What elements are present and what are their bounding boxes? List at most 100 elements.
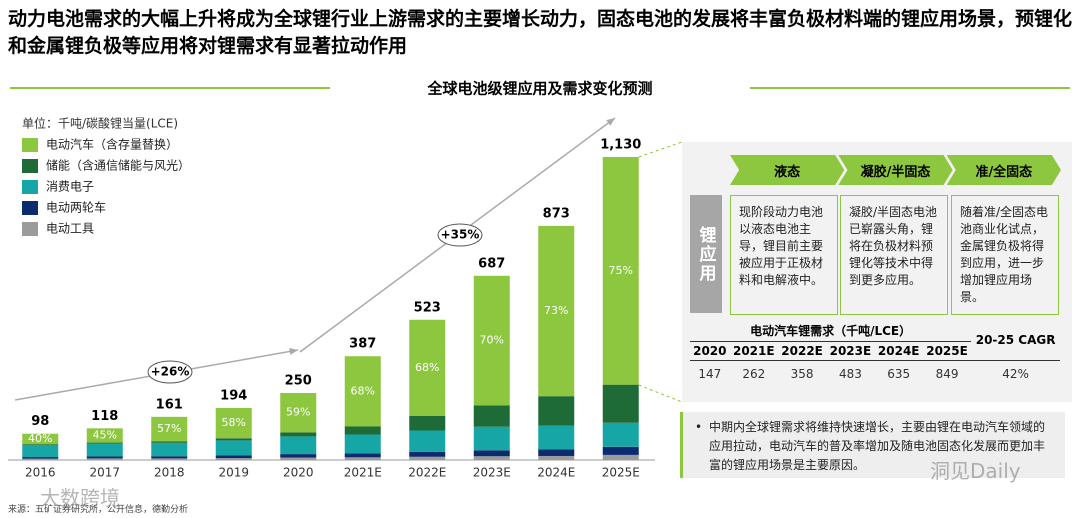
stages: 液态 凝胶/半固态 准/全固态 (730, 155, 1061, 185)
watermark: 洞见Daily (930, 459, 1021, 483)
bar-segment (22, 444, 59, 445)
total-label: 387 (349, 337, 376, 352)
share-label: 58% (222, 416, 246, 429)
bar-segment (215, 455, 252, 459)
bar-segment (151, 456, 188, 459)
stage-text: 凝胶/半固态电池已崭露头角，锂将在负极材料预锂化等技术中得到更多应用。 (840, 195, 948, 315)
legend-swatch (22, 180, 38, 194)
x-tick-label: 2020 (283, 466, 314, 480)
bar-segment (215, 438, 252, 441)
bar-segment (215, 458, 252, 460)
bar-segment (538, 396, 575, 426)
x-tick-label: 2019 (218, 466, 249, 480)
legend-swatch (22, 138, 38, 152)
total-label: 118 (91, 409, 118, 424)
bar-segment (280, 457, 317, 460)
annotation-oval (147, 360, 193, 384)
bar-segment (344, 434, 381, 454)
bar-segment (538, 455, 575, 460)
share-label: 68% (415, 361, 439, 374)
bar-segment (602, 454, 639, 460)
share-label: 40% (28, 432, 52, 445)
bar-segment (151, 442, 188, 457)
legend-label: 消费电子 (46, 180, 94, 194)
banner-bg (330, 76, 750, 100)
table-cell: 262 (742, 367, 766, 381)
bar-segment (602, 384, 639, 423)
x-tick-label: 2022E (408, 466, 446, 480)
legend-label: 储能（含通信储能与风光） (46, 158, 190, 173)
bar-segment (473, 450, 510, 457)
legend-swatch (22, 201, 38, 215)
legend-label: 电动汽车（含存量替换） (46, 137, 178, 152)
arrow-head (606, 118, 615, 126)
table-header: 2025E (926, 344, 968, 358)
panel-background (682, 142, 1072, 402)
bar-segment (473, 405, 510, 427)
total-label: 250 (285, 373, 312, 388)
total-label: 161 (156, 397, 183, 412)
bar-segment (409, 456, 446, 460)
demand-table: 电动汽车锂需求（千吨/LCE） 20-25 CAGR 2020 2021E 202… (690, 320, 1060, 387)
bar-segment (602, 157, 639, 385)
table-title: 电动汽车锂需求（千吨/LCE） (690, 320, 972, 342)
note: 中期内全球锂需求将维持快速增长，主要由锂在电动汽车领域的应用拉动，电动汽车的普及… (680, 412, 1065, 478)
bar-segment (473, 426, 510, 451)
arrow-head (289, 347, 298, 355)
table-cell: 42% (1002, 367, 1029, 381)
bar-segment (215, 440, 252, 456)
x-tick-label: 2018 (154, 466, 185, 480)
legend-label: 电动两轮车 (46, 200, 106, 215)
stage-text: 现阶段动力电池以液态电池主导，锂目前主要被应用于正极材料和电解液中。 (730, 195, 838, 315)
bar-segment (86, 443, 123, 457)
bar-segment (344, 457, 381, 460)
bar-segment (151, 458, 188, 460)
annotation: +26% (151, 365, 190, 379)
bar-segment (280, 392, 317, 433)
total-label: 523 (414, 300, 441, 315)
bar-segment (344, 356, 381, 427)
total-label: 1,130 (600, 138, 641, 153)
bar-segment (409, 451, 446, 457)
bar-segment (86, 458, 123, 460)
share-label: 57% (157, 422, 181, 435)
annotation-oval (437, 223, 483, 247)
bar-segment (473, 456, 510, 460)
bar-segment (602, 446, 639, 455)
x-tick-label: 2017 (89, 466, 120, 480)
x-tick-label: 2025E (602, 466, 640, 480)
bar-segment (409, 430, 446, 452)
bar-segment (602, 422, 639, 447)
bar-segment (86, 442, 123, 444)
bar-segment (344, 426, 381, 435)
bar-segment (409, 415, 446, 431)
bar-segment (22, 433, 59, 445)
bar-segment (86, 428, 123, 443)
table-cell: 483 (838, 367, 862, 381)
table-header: 20-25 CAGR (975, 333, 1056, 347)
stage: 准/全固态 (946, 155, 1061, 185)
share-label: 45% (93, 428, 117, 441)
legend-swatch (22, 222, 38, 236)
x-tick-label: 2023E (473, 466, 511, 480)
panel-label: 锂应用 (690, 195, 722, 313)
legend-label: 电动工具 (46, 222, 94, 236)
watermark: 大数跨境 (40, 486, 120, 510)
share-label: 70% (480, 334, 504, 347)
stage-text: 随着准/全固态电池商业化试点，金属锂负极将得到应用，进一步增加锂应用场景。 (951, 195, 1059, 315)
bar-segment (22, 444, 59, 458)
total-label: 687 (478, 256, 505, 271)
table-header: 2021E (732, 344, 775, 358)
stage: 液态 (730, 155, 845, 185)
legend-swatch (22, 159, 38, 173)
bar-segment (86, 456, 123, 459)
stage: 凝胶/半固态 (838, 155, 953, 185)
table-cell: 635 (887, 367, 911, 381)
connector (638, 141, 683, 158)
table-header: 2023E (829, 344, 872, 358)
share-label: 59% (286, 406, 310, 419)
table-header: 2024E (877, 344, 920, 358)
total-label: 98 (31, 414, 49, 429)
